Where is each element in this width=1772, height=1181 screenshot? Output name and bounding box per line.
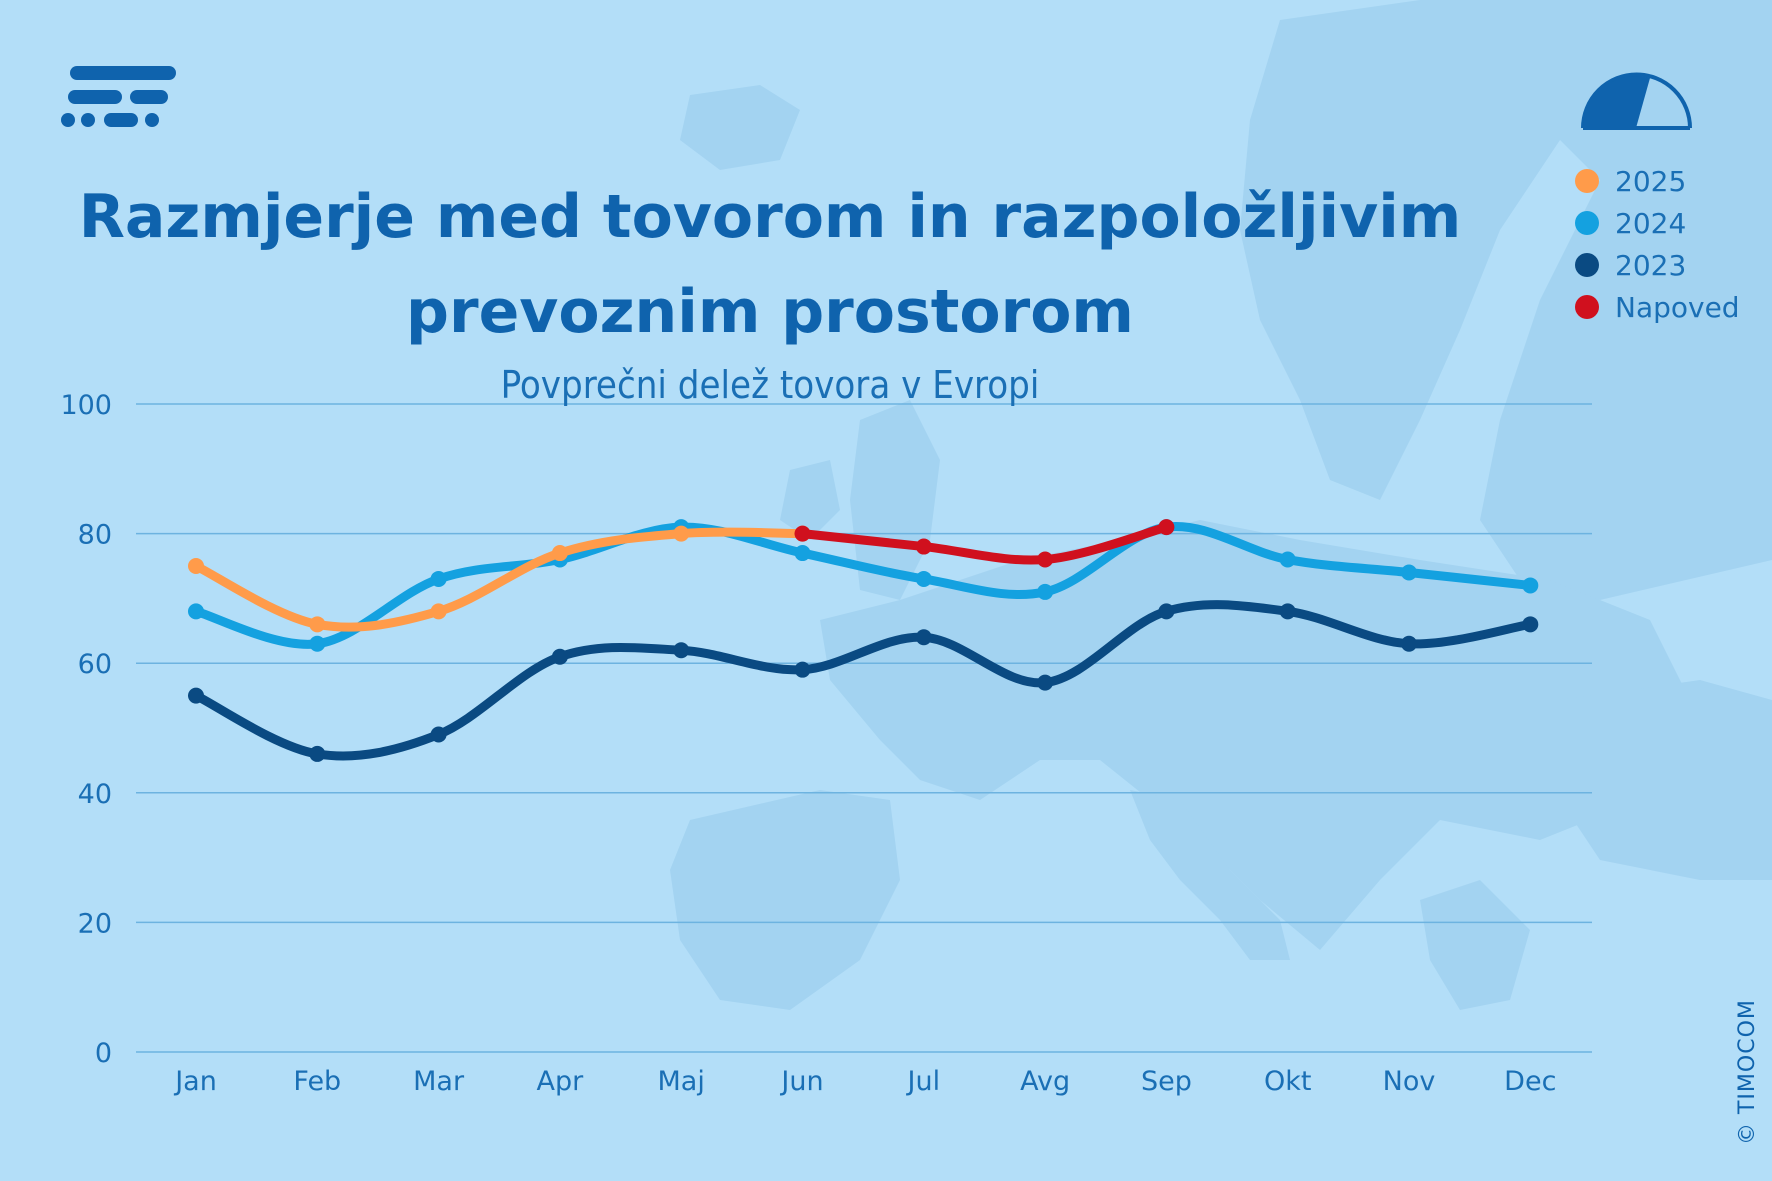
y-tick-label: 20 [78, 908, 112, 939]
series-line-napoved [798, 522, 1171, 565]
data-point-2025 [188, 558, 204, 574]
data-point-2025 [551, 545, 568, 562]
data-point-2024 [1279, 551, 1296, 568]
series-2023 [188, 600, 1539, 762]
legend-marker-2025 [1575, 169, 1599, 193]
x-tick-label: Feb [293, 1066, 341, 1097]
data-point-2024 [915, 570, 932, 587]
data-point-2024 [1401, 564, 1417, 581]
series-napoved [794, 519, 1175, 568]
x-tick-label: Jul [906, 1066, 941, 1097]
data-point-2025 [309, 616, 326, 633]
x-tick-label: Okt [1264, 1066, 1311, 1097]
x-tick-label: Jun [779, 1066, 823, 1097]
copyright-notice: © TIMOCOM [1735, 999, 1760, 1145]
y-tick-label: 60 [78, 649, 112, 680]
data-point-napoved [794, 525, 811, 542]
data-point-2023 [430, 726, 447, 743]
data-point-2023 [309, 745, 326, 762]
x-tick-label: Nov [1383, 1066, 1436, 1097]
data-point-2024 [309, 635, 326, 652]
data-point-2025 [673, 525, 690, 542]
chart-subtitle: Povprečni delež tovora v Evropi [500, 363, 1040, 407]
europe-map-background [670, 0, 1772, 1010]
data-point-2023 [915, 629, 932, 646]
data-point-2023 [1279, 603, 1296, 620]
x-tick-label: Jan [173, 1066, 217, 1097]
data-point-2025 [430, 603, 447, 620]
legend-label-napoved: Napoved [1615, 290, 1740, 324]
data-point-2023 [1158, 603, 1175, 620]
chart-legend: 2025 2024 2023 Napoved [1575, 160, 1765, 328]
x-tick-label: Maj [658, 1066, 705, 1097]
y-tick-label: 80 [78, 520, 112, 551]
x-tick-label: Avg [1020, 1066, 1070, 1097]
data-point-2023 [673, 642, 690, 659]
x-tick-label: Dec [1504, 1066, 1556, 1097]
chart-title-line-1: Razmjerje med tovorom in razpoložljivim [78, 182, 1462, 252]
x-tick-label: Apr [537, 1066, 585, 1097]
data-point-napoved [915, 538, 932, 555]
chart-title-line-2: prevoznim prostorom [406, 277, 1134, 347]
legend-label-2023: 2023 [1615, 248, 1687, 282]
gauge-icon [1581, 72, 1692, 130]
data-point-2023 [551, 648, 568, 665]
x-tick-label: Mar [413, 1066, 465, 1097]
chart-series [188, 519, 1539, 762]
legend-item-2023: 2023 [1575, 244, 1765, 286]
series-2025 [188, 525, 811, 633]
data-point-2024 [430, 570, 447, 587]
data-point-2023 [1401, 635, 1417, 652]
y-tick-label: 100 [60, 390, 112, 421]
series-2024 [188, 519, 1539, 652]
x-axis-ticks: Jan Feb Mar Apr Maj Jun Jul Avg Sep Okt Nov Dec [173, 1066, 1556, 1097]
data-point-2024 [794, 545, 811, 562]
legend-marker-napoved [1575, 295, 1599, 319]
timocom-logo-icon [61, 66, 176, 127]
legend-label-2025: 2025 [1615, 164, 1687, 198]
legend-item-2025: 2025 [1575, 160, 1765, 202]
series-line-2025 [191, 527, 807, 632]
data-point-2024 [1037, 583, 1054, 600]
data-point-2023 [1037, 674, 1054, 691]
data-point-2023 [188, 687, 204, 704]
data-point-napoved [1158, 519, 1175, 536]
x-tick-label: Sep [1141, 1066, 1192, 1097]
data-point-2024 [1522, 577, 1539, 594]
legend-item-napoved: Napoved [1575, 286, 1765, 328]
data-point-2023 [1522, 616, 1539, 633]
series-line-2023 [191, 600, 1535, 761]
data-point-2024 [188, 603, 204, 620]
chart-gridlines [136, 403, 1592, 1053]
legend-marker-2024 [1575, 211, 1599, 235]
y-tick-label: 40 [78, 779, 112, 810]
legend-marker-2023 [1575, 253, 1599, 277]
legend-item-2024: 2024 [1575, 202, 1765, 244]
legend-label-2024: 2024 [1615, 206, 1687, 240]
data-point-2023 [794, 661, 811, 678]
y-tick-label: 0 [95, 1038, 112, 1069]
data-point-napoved [1037, 551, 1054, 568]
series-line-2024 [191, 521, 1535, 649]
y-axis-ticks: 0 20 40 60 80 100 [60, 390, 112, 1069]
